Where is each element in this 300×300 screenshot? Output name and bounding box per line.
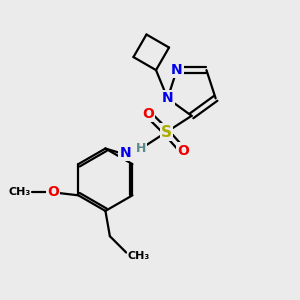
Text: N: N — [171, 63, 183, 77]
Text: H: H — [136, 142, 146, 155]
Text: N: N — [162, 92, 173, 105]
Text: O: O — [142, 107, 154, 121]
Text: CH₃: CH₃ — [128, 250, 150, 260]
Text: CH₃: CH₃ — [9, 188, 31, 197]
Text: O: O — [177, 144, 189, 158]
Text: O: O — [47, 185, 59, 200]
Text: N: N — [119, 146, 131, 160]
Text: S: S — [161, 125, 172, 140]
